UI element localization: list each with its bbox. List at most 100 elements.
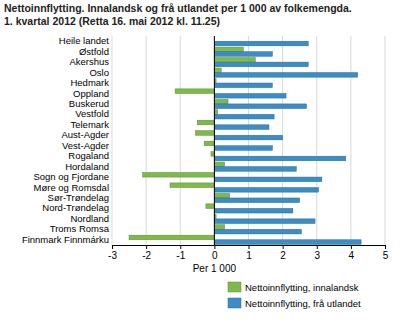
grid-line [248,36,249,245]
tick: 3 [314,245,320,261]
subtitle: 1. kvartal 2012 (Retta 16. mai 2012 kl. … [4,15,220,27]
bar [214,104,306,109]
grid-line [146,36,147,245]
bar [214,177,321,182]
bar [214,156,345,161]
category: Akershus [69,56,109,67]
bar [214,229,301,234]
category: Hordaland [65,161,109,172]
grid-line [112,36,113,245]
bar [214,193,229,198]
category: Nordland [70,213,109,224]
bars [129,41,361,244]
category-label: Sør-Trøndelag [48,192,109,203]
legend-label: Nettoinnflytting, frå utlandet [245,298,361,309]
legend-swatch [228,298,241,308]
y-axis: Heile landetØstfoldAkershusOsloHedmarkOp… [22,35,110,245]
bar [214,219,315,224]
tick-label: -2 [142,250,151,261]
bar [211,152,214,157]
bar [214,52,272,57]
chart: Nettoinnflytting. Innalandsk og frå utla… [0,0,400,320]
tick: 2 [280,245,286,261]
tick: -1 [176,245,185,261]
bar [170,183,214,188]
legend-item: Nettoinnflytting, frå utlandet [228,298,361,309]
bar [214,162,224,167]
category: Hedmark [70,77,109,88]
category-label: Troms Romsa [50,223,110,234]
bar [206,204,215,209]
tick-mark [351,245,352,249]
tick: 5 [383,245,389,261]
tick-mark [385,245,386,249]
category-label: Vest-Agder [62,140,109,151]
tick-label: -1 [176,250,185,261]
category: Vestfold [75,108,109,119]
category-label: Heile landet [59,35,110,46]
category: Østfold [79,46,109,57]
category: Møre og Romsdal [34,182,110,193]
category-label: Sogn og Fjordane [33,171,109,182]
bar [214,114,274,119]
bar [214,167,296,172]
category-label: Oppland [73,88,109,99]
tick-mark [112,245,113,249]
tick-label: -3 [108,250,117,261]
bar [214,135,282,140]
legend-item: Nettoinnflytting, innalandsk [228,282,359,293]
tick-mark [214,245,215,249]
bar [143,172,215,177]
category-label: Nordland [70,213,109,224]
bar [175,89,214,94]
x-axis-line [113,246,386,250]
grid-line [316,36,317,245]
series [214,41,361,244]
bar [204,141,214,146]
category-label: Telemark [70,119,109,130]
category: Rogaland [68,150,109,161]
bar [214,125,269,130]
bar [214,240,361,245]
category-label: Vestfold [75,108,109,119]
legend-swatch [228,282,241,292]
category-label: Hordaland [65,161,109,172]
category: Telemark [70,119,109,130]
bar [214,198,299,203]
tick-mark [146,245,147,249]
grid [112,36,385,245]
bar [196,131,215,136]
tick-mark [249,245,250,249]
tick-mark [180,245,181,249]
title: Nettoinnflytting. Innalandsk og frå utla… [4,2,352,14]
legend: Nettoinnflytting, innalandsk Nettoinnflyt… [228,282,361,309]
tick: -2 [142,245,151,261]
tick-label: 4 [349,250,355,261]
category-label: Aust-Agder [61,129,109,140]
bar [214,208,292,213]
category: Oslo [89,67,109,78]
grid-line [282,36,283,245]
tick-label: 3 [314,250,320,261]
category-label: Buskerud [69,98,109,109]
tick-mark [283,245,284,249]
x-axis-title: Per 1 000 [193,263,237,274]
category: Sør-Trøndelag [48,192,109,203]
tick: 4 [349,245,355,261]
tick: 1 [246,245,252,261]
bar [214,47,243,52]
x-axis: -3-2-1012345 [108,245,389,261]
bar [214,62,308,67]
tick-label: 2 [280,250,286,261]
category: Nord-Trøndelag [42,202,109,213]
bar [214,225,224,230]
category: Vest-Agder [62,140,109,151]
bar [214,188,318,193]
bar [214,73,357,78]
tick-label: 1 [246,250,252,261]
category: Aust-Agder [61,129,109,140]
bar [129,235,214,240]
tick: -3 [108,245,117,261]
bar [197,120,214,125]
category-label: Finnmark Finnmárku [22,234,109,245]
